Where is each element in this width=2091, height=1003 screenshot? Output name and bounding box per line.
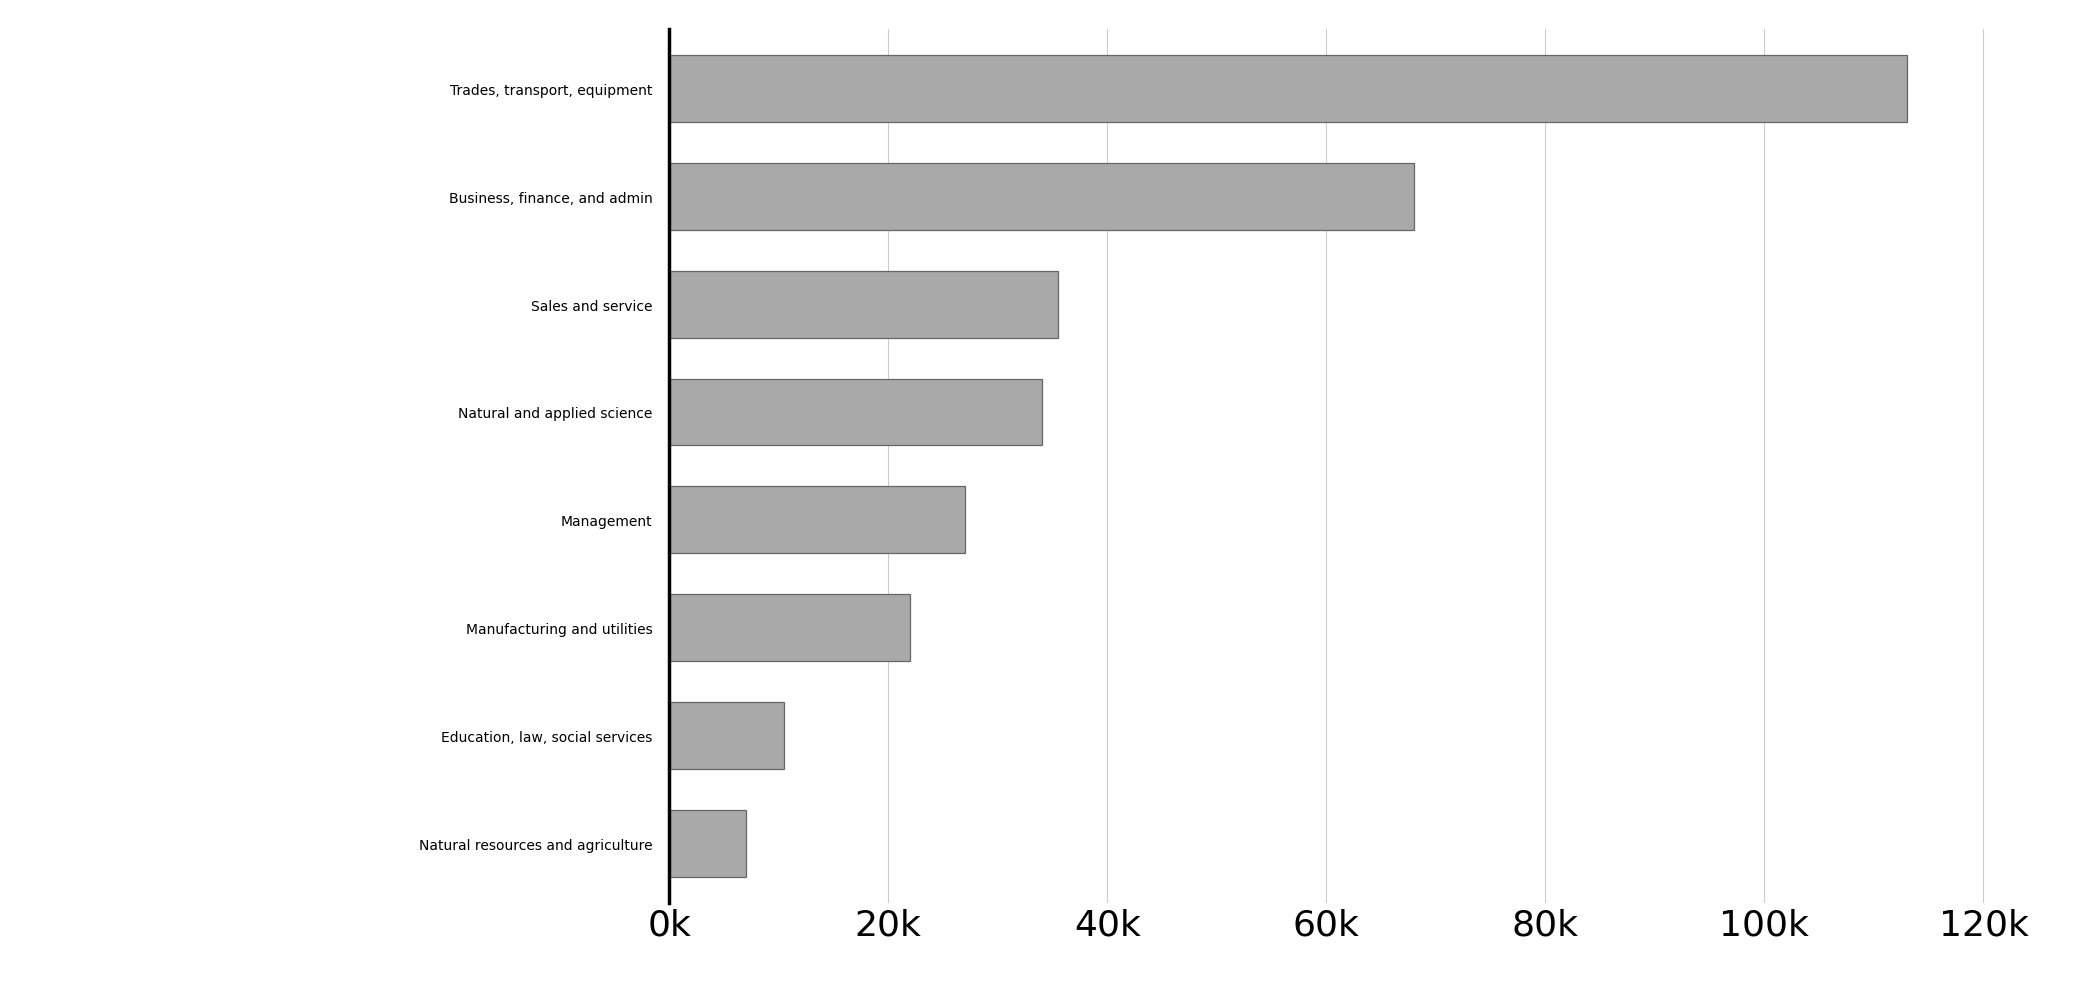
Bar bbox=[669, 702, 784, 769]
Bar bbox=[669, 163, 1414, 231]
Bar bbox=[669, 810, 746, 877]
Bar bbox=[669, 486, 964, 554]
Bar bbox=[669, 595, 910, 661]
Bar bbox=[669, 272, 1058, 338]
Bar bbox=[669, 379, 1041, 446]
Bar bbox=[669, 56, 1907, 122]
